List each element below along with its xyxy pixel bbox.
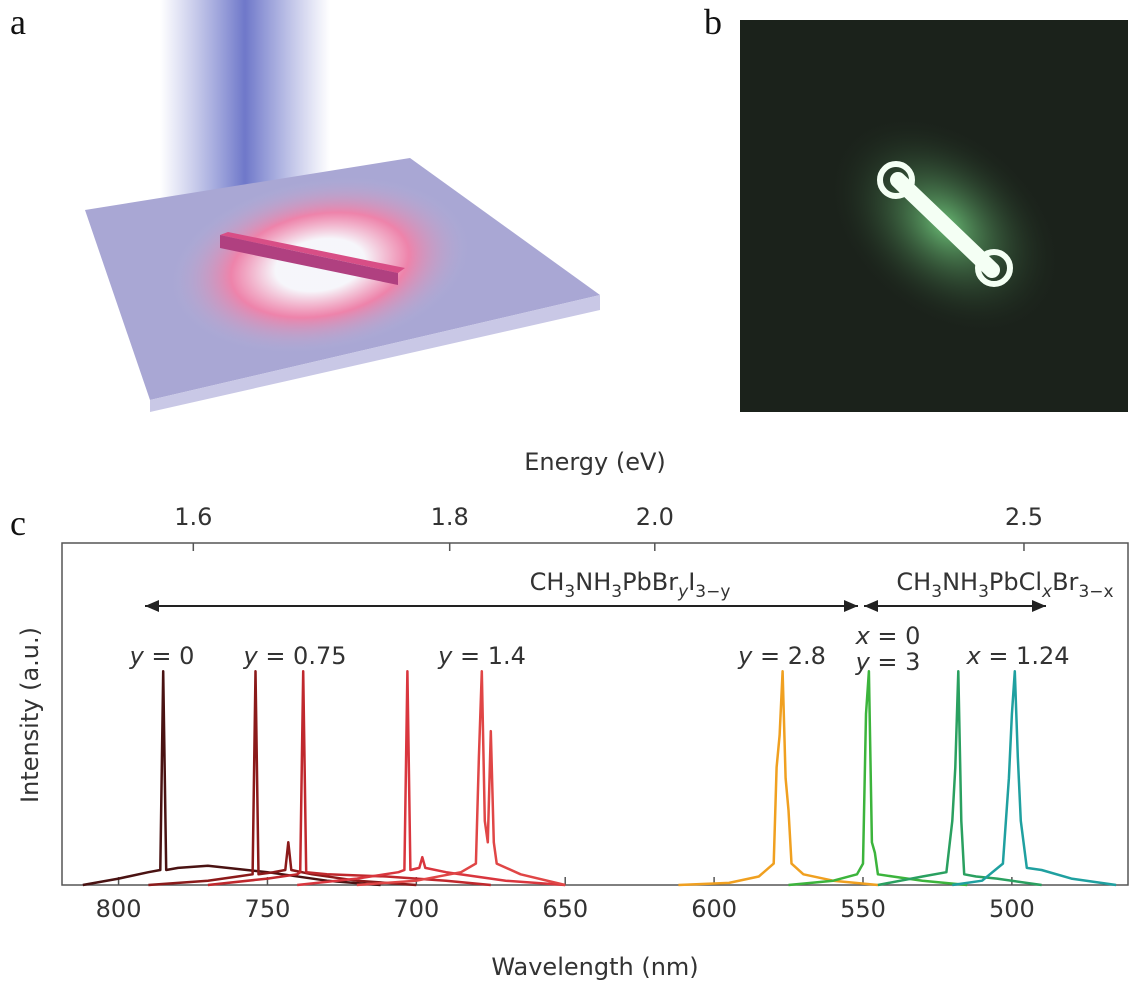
- formula-part: CH: [530, 568, 565, 596]
- peak-label: y = 0: [129, 642, 195, 670]
- x-tick-label: 550: [840, 895, 886, 923]
- peak-label: y = 2.8: [737, 642, 826, 670]
- x-tick-label: 750: [245, 895, 291, 923]
- peak-label-rest: = 1.24: [981, 642, 1070, 670]
- peak-label-var: x: [855, 622, 871, 650]
- arrow-head: [844, 600, 858, 612]
- x-tick-label: 800: [96, 895, 142, 923]
- spectrum-line: [82, 670, 381, 887]
- x-tick-label: 500: [989, 895, 1035, 923]
- formula-part: 3−x: [1078, 582, 1113, 602]
- peak-label-rest: = 3: [870, 648, 921, 676]
- x2-tick-label: 2.0: [636, 503, 674, 531]
- peak-label-var: x: [965, 642, 981, 670]
- spectrum-line: [148, 670, 417, 887]
- spectrum-line: [678, 670, 879, 887]
- x2-tick-label: 1.8: [431, 503, 469, 531]
- arrow-head: [864, 600, 878, 612]
- x-tick-label: 600: [691, 895, 737, 923]
- panel-label: a: [10, 2, 26, 42]
- peak-label-rest: = 2.8: [752, 642, 826, 670]
- peak-label: x = 1.24: [965, 642, 1069, 670]
- spectrum-line: [788, 670, 968, 887]
- x-tick-label: 650: [542, 895, 588, 923]
- peak-label: y = 1.4: [437, 642, 526, 670]
- formula-part: CH: [896, 568, 931, 596]
- formula-part: PbBr: [622, 568, 678, 596]
- plot-frame: [61, 542, 1129, 886]
- spectrum-line: [952, 670, 1117, 887]
- peak-label-var: y: [855, 648, 871, 676]
- formula-label: CH3NH3PbClxBr3−x: [896, 568, 1113, 602]
- formula-part: NH: [942, 568, 978, 596]
- peak-label: y = 3: [855, 648, 921, 676]
- spectrum-line: [297, 670, 566, 887]
- spectrum-line: [356, 670, 566, 887]
- peak-label-rest: = 1.4: [452, 642, 526, 670]
- panel-a-illustration: [85, 0, 600, 412]
- peak-label-var: y: [129, 642, 145, 670]
- arrow-head: [1032, 600, 1046, 612]
- peak-label-var: y: [737, 642, 753, 670]
- formula-part: x: [1041, 582, 1053, 602]
- peak-label-rest: = 0: [870, 622, 921, 650]
- x2-axis-label: Energy (eV): [524, 448, 666, 476]
- peak-label-var: y: [242, 642, 258, 670]
- panel-b-image: [740, 20, 1128, 412]
- panel-label: c: [10, 503, 26, 543]
- formula-part: 3: [931, 582, 942, 602]
- x-tick-label: 700: [393, 895, 439, 923]
- formula-part: PbCl: [989, 568, 1042, 596]
- spectrum-line: [877, 670, 1042, 887]
- peak-label-rest: = 0: [144, 642, 195, 670]
- peak-label-rest: = 0.75: [258, 642, 347, 670]
- spectrum-line: [207, 670, 491, 887]
- y-axis-label: Intensity (a.u.): [16, 627, 44, 803]
- x2-tick-label: 1.6: [174, 503, 212, 531]
- formula-part: 3: [978, 582, 989, 602]
- peak-label-var: y: [437, 642, 453, 670]
- peak-label: y = 0.75: [242, 642, 346, 670]
- arrow-head: [145, 600, 159, 612]
- formula-part: 3: [611, 582, 622, 602]
- formula-part: NH: [575, 568, 611, 596]
- formula-part: I: [688, 568, 695, 596]
- formula-part: 3−y: [695, 582, 730, 602]
- peak-label: x = 0: [855, 622, 921, 650]
- panel-label: b: [704, 2, 722, 42]
- x2-tick-label: 2.5: [1005, 503, 1043, 531]
- formula-part: y: [677, 582, 689, 602]
- formula-part: Br: [1052, 568, 1078, 596]
- x-axis-label: Wavelength (nm): [491, 953, 698, 981]
- formula-part: 3: [564, 582, 575, 602]
- formula-label: CH3NH3PbBryI3−y: [530, 568, 731, 602]
